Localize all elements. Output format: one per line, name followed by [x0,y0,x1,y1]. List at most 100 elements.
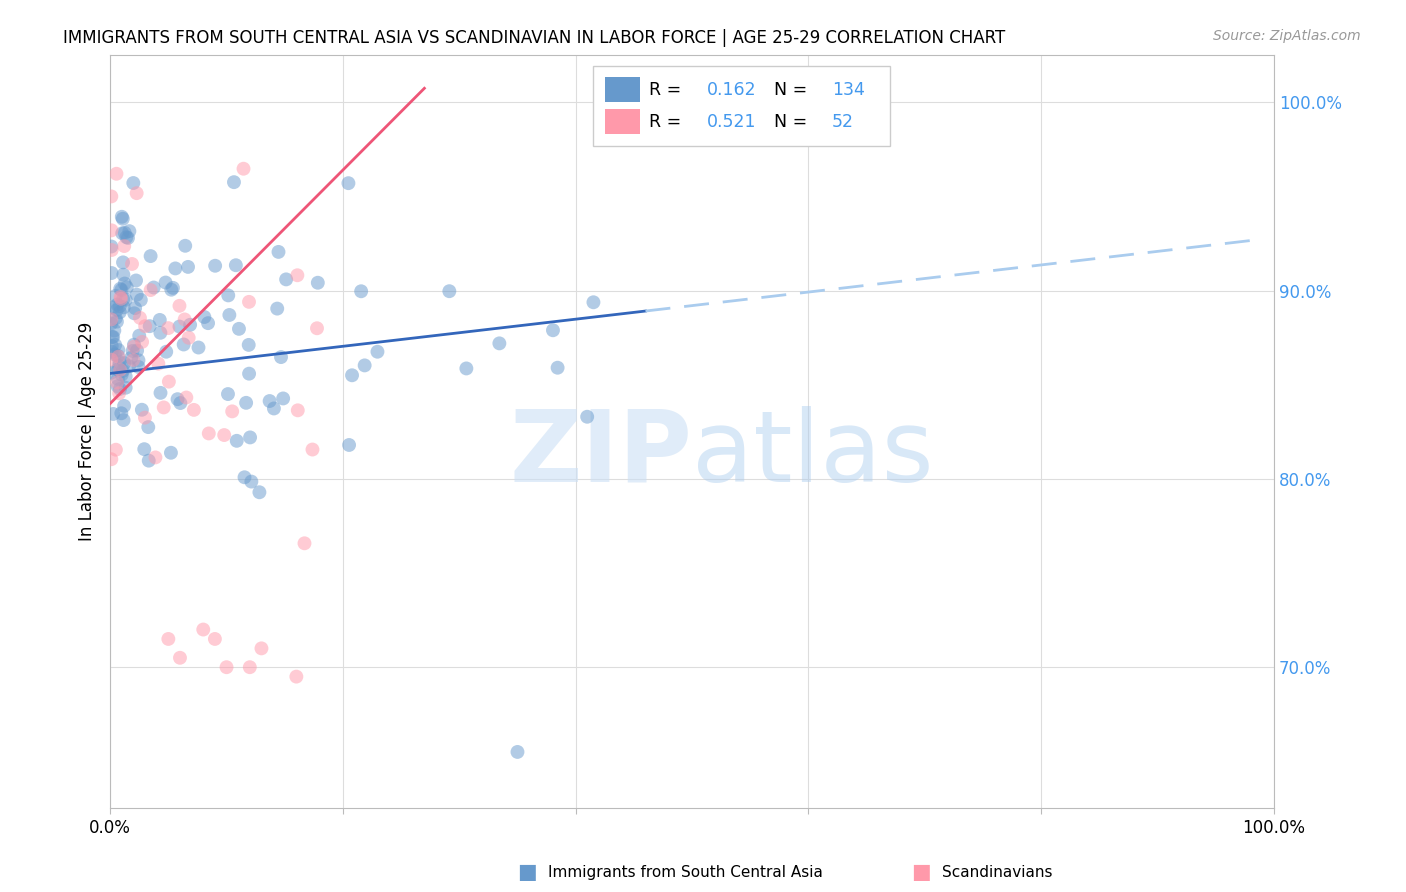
Point [111,211,134,226]
Point [110,406,132,420]
Point [134,319,156,334]
Point [100,352,122,367]
Point [100,366,122,380]
Text: Immigrants from South Central Asia: Immigrants from South Central Asia [548,865,824,880]
Point [104,311,127,326]
Point [131,402,153,417]
Point [305,321,328,335]
FancyBboxPatch shape [593,66,890,145]
Point [204,259,226,273]
Point [125,273,148,287]
Point [112,356,135,370]
Point [103,407,125,421]
Point [112,413,135,427]
Point [350,285,373,299]
Point [114,226,136,240]
Point [103,324,125,338]
Point [122,353,145,368]
Point [197,426,219,441]
Point [212,428,235,442]
Point [149,385,172,400]
Point [162,281,184,295]
Point [157,375,180,389]
Point [117,231,139,245]
Text: R =: R = [650,113,686,131]
Point [100,189,122,203]
Point [169,396,191,410]
Point [193,310,215,324]
Point [105,315,128,329]
Point [235,396,257,410]
Point [232,161,254,176]
Point [148,357,170,371]
Point [101,301,124,315]
Point [301,442,323,457]
Point [108,282,131,296]
Text: IMMIGRANTS FROM SOUTH CENTRAL ASIA VS SCANDINAVIAN IN LABOR FORCE | AGE 25-29 CO: IMMIGRANTS FROM SOUTH CENTRAL ASIA VS SC… [63,29,1005,46]
Point [307,276,329,290]
Point [266,301,288,316]
Point [136,420,159,434]
Point [100,339,122,353]
Point [177,260,200,274]
Point [110,290,132,304]
Text: Source: ZipAtlas.com: Source: ZipAtlas.com [1213,29,1361,43]
Point [218,308,240,322]
Point [249,485,271,500]
Text: ■: ■ [911,863,931,882]
Point [100,266,122,280]
Point [239,660,262,674]
Point [127,353,149,368]
Point [197,316,219,330]
Point [112,239,135,253]
Point [506,745,529,759]
Point [107,349,129,363]
Point [225,434,247,448]
Point [547,360,569,375]
Point [179,318,201,332]
Text: R =: R = [650,81,686,99]
Point [108,382,131,396]
Point [217,288,239,302]
Point [105,376,128,390]
Point [488,336,510,351]
Point [160,446,183,460]
Text: Scandinavians: Scandinavians [942,865,1053,880]
Point [107,350,129,364]
Point [114,293,136,307]
Point [155,344,177,359]
Point [165,261,187,276]
Point [145,450,167,465]
Point [149,326,172,340]
Point [112,399,135,413]
Point [101,330,124,344]
Point [108,355,131,369]
Point [114,381,136,395]
Point [114,277,136,291]
Y-axis label: In Labor Force | Age 25-29: In Labor Force | Age 25-29 [79,322,96,541]
Point [100,452,122,467]
Point [152,401,174,415]
Point [353,359,375,373]
Point [138,453,160,467]
Point [456,361,478,376]
Point [250,641,273,656]
Point [115,230,138,244]
Point [228,322,250,336]
Point [233,470,256,484]
Point [121,343,143,358]
Point [101,330,124,344]
Text: ZIP: ZIP [509,406,692,503]
Point [259,394,281,409]
Point [108,299,131,313]
Text: 0.162: 0.162 [707,81,756,99]
Point [225,258,247,272]
Point [112,301,135,315]
Point [287,403,309,417]
Point [239,430,262,444]
Point [107,343,129,357]
Text: atlas: atlas [692,406,934,503]
Point [142,280,165,294]
Point [238,294,260,309]
Point [187,341,209,355]
